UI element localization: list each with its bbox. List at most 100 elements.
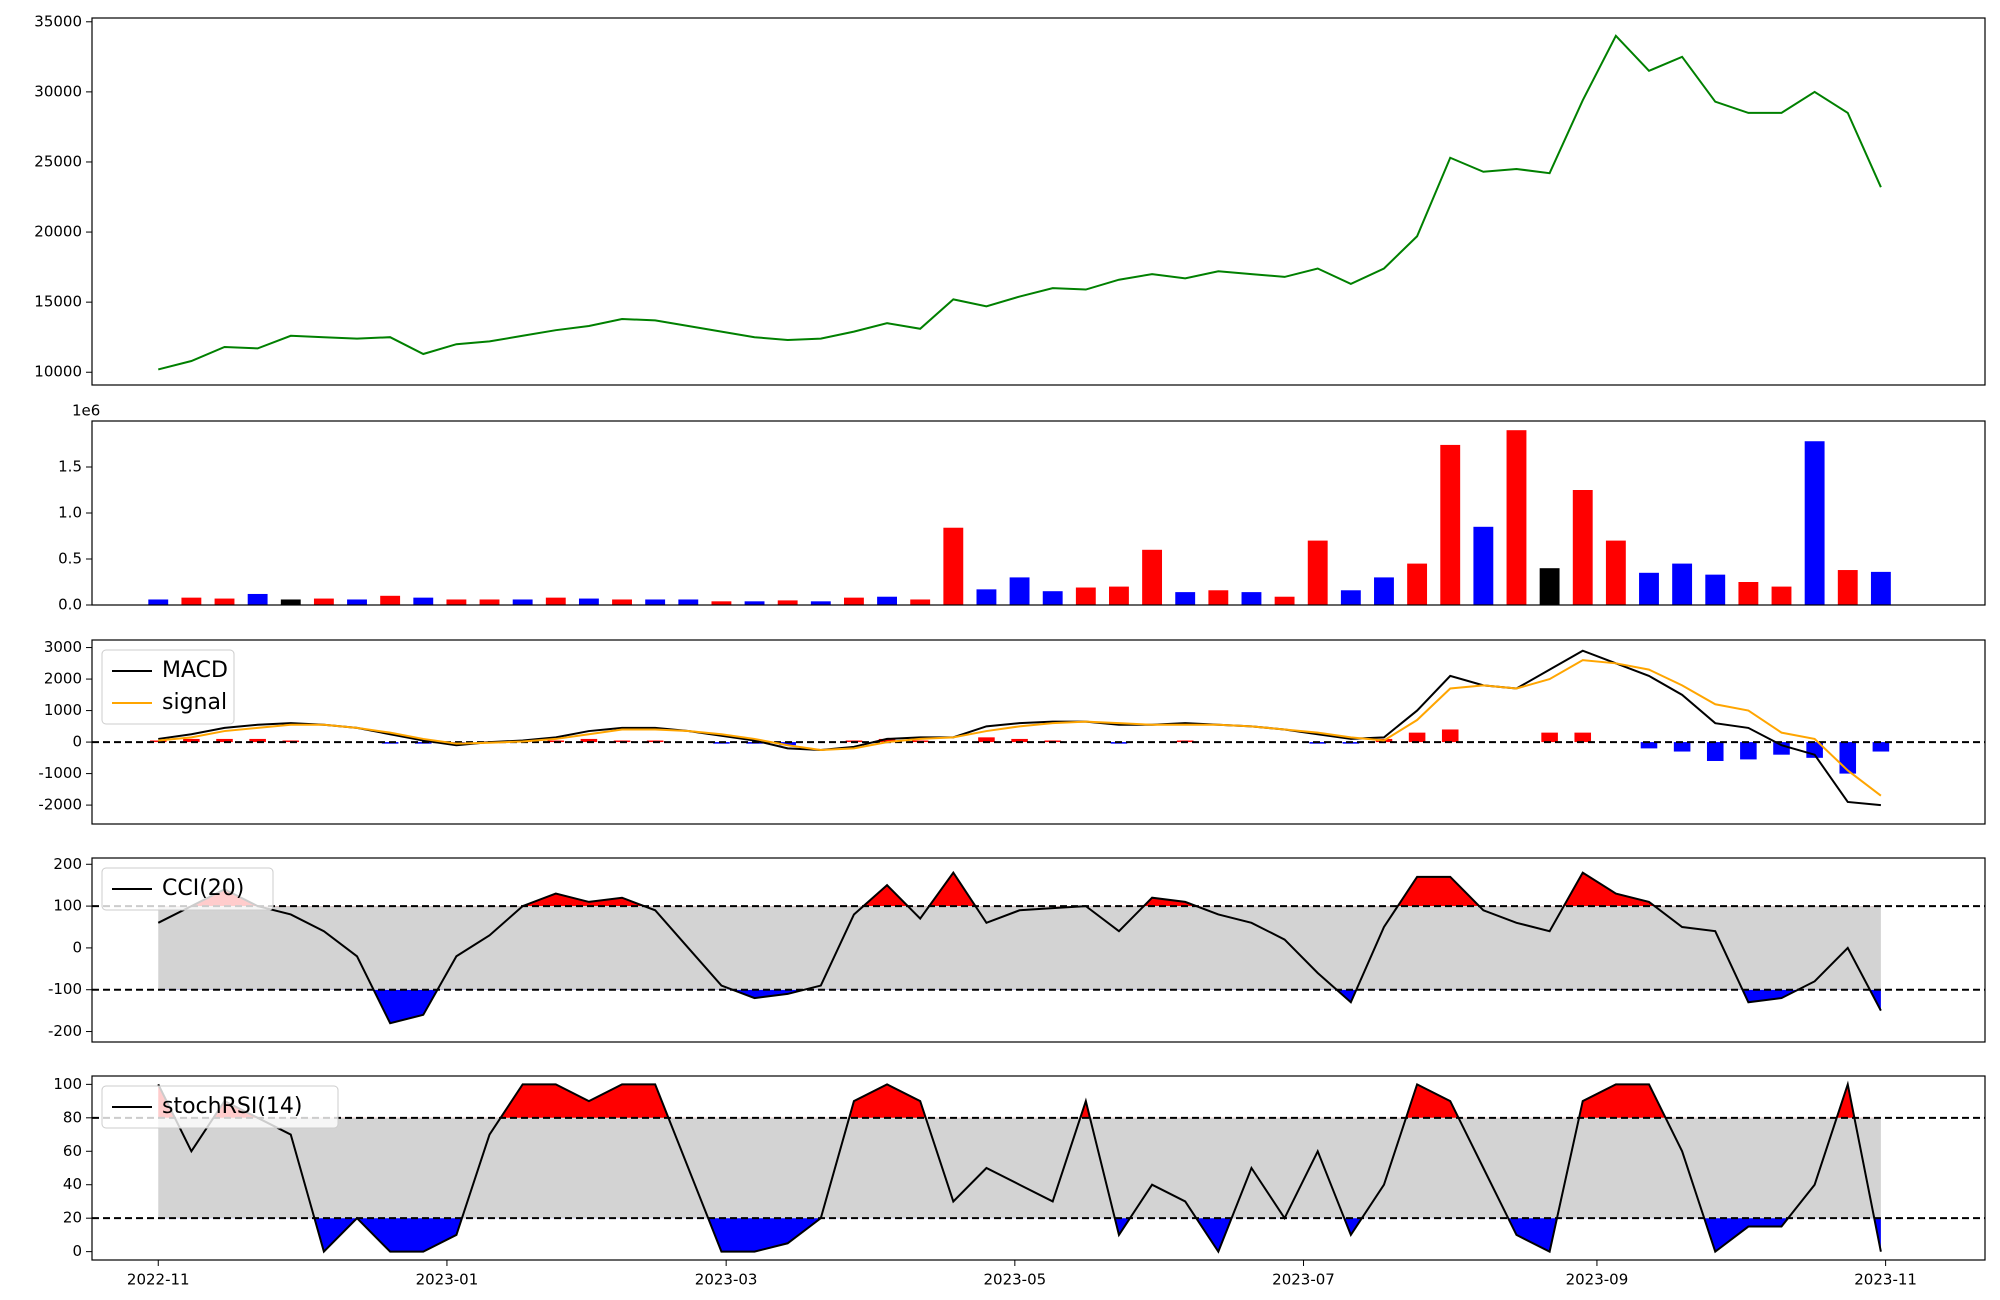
- bar: [247, 593, 268, 605]
- legend: CCI(20): [101, 867, 274, 911]
- histogram-bar: [1574, 732, 1592, 743]
- y-tick-label: 40: [63, 1175, 82, 1193]
- axes-frame: [91, 1075, 1986, 1261]
- bar: [1208, 590, 1229, 605]
- axes-frame: [91, 17, 1986, 386]
- neutral-band: [158, 1117, 1881, 1219]
- bar: [910, 599, 931, 605]
- legend-label: CCI(20): [162, 876, 244, 901]
- y-tick-label: -200: [48, 1022, 82, 1040]
- y-tick-label: 20000: [34, 223, 82, 241]
- bar: [1075, 587, 1096, 605]
- bar: [1605, 540, 1626, 605]
- histogram-bar: [1740, 742, 1757, 760]
- y-tick-label: 3000: [44, 638, 82, 656]
- histogram-bar: [183, 738, 200, 743]
- overbought-fill: [158, 1084, 1855, 1118]
- histogram-bar: [779, 742, 796, 746]
- histogram-bar: [580, 738, 598, 743]
- bar: [1572, 490, 1593, 605]
- histogram-bar: [1408, 732, 1426, 743]
- histogram-bar: [1441, 729, 1459, 743]
- bar: [877, 596, 897, 605]
- histogram-bar: [1011, 738, 1028, 743]
- y-tick-label: -1000: [38, 764, 82, 782]
- y-tick-label: 20: [63, 1209, 82, 1227]
- legend-label: MACD: [162, 658, 228, 683]
- bar: [413, 597, 434, 605]
- bar: [280, 599, 301, 605]
- y-tick-label: 1000: [44, 701, 82, 719]
- histogram-bar: [878, 738, 896, 743]
- bar: [1473, 526, 1494, 605]
- legend-label: stochRSI(14): [162, 1094, 303, 1119]
- x-tick-label: 2023-11: [1854, 1271, 1917, 1289]
- histogram-bar: [1673, 742, 1691, 752]
- bar: [1639, 572, 1659, 605]
- bar: [810, 601, 831, 605]
- y-tick-label: 0: [72, 938, 82, 956]
- bar: [1142, 549, 1163, 605]
- panel: 1e6 0.0 0.5 1.0 1.5: [58, 402, 1986, 614]
- bar: [1340, 590, 1361, 605]
- y-tick-label: 10000: [34, 363, 82, 381]
- y-tick-label: 0: [72, 733, 82, 751]
- bar: [843, 597, 864, 605]
- overbought-fill: [158, 872, 1881, 907]
- offset-label: 1e6: [72, 402, 100, 420]
- bar: [1009, 577, 1030, 605]
- y-tick-label: 1.5: [58, 458, 82, 476]
- bar: [1705, 574, 1726, 605]
- y-tick-label: 0.5: [58, 550, 82, 568]
- panel: -200 -100 0 100 200 CCI(20): [48, 855, 1986, 1043]
- y-tick-label: 60: [63, 1142, 82, 1160]
- panel: 10000 15000 20000 25000 30000 35000: [34, 12, 1986, 386]
- axes-frame: [91, 857, 1986, 1043]
- y-tick-label: 80: [63, 1108, 82, 1126]
- bar: [313, 598, 334, 605]
- histogram-bar: [1839, 742, 1857, 774]
- y-tick-label: 0: [72, 1242, 82, 1260]
- bar: [1539, 568, 1560, 605]
- bar: [744, 601, 765, 605]
- bar: [1407, 563, 1428, 605]
- histogram-bar: [1872, 742, 1890, 752]
- panel: -2000 -1000 0 1000 2000 3000 MACD signal: [38, 638, 1986, 825]
- bar: [1440, 444, 1461, 605]
- bar: [1374, 577, 1394, 605]
- legend-box: [101, 649, 235, 725]
- bar: [943, 527, 964, 605]
- y-tick-label: 30000: [34, 82, 82, 100]
- bar: [380, 595, 401, 605]
- bar: [678, 599, 699, 605]
- bar: [645, 599, 666, 605]
- legend-box: [101, 1085, 339, 1129]
- series-line: [158, 649, 1881, 807]
- bar: [1042, 591, 1063, 605]
- oversold-fill: [158, 1218, 1881, 1252]
- series-line: [158, 34, 1882, 371]
- bar: [214, 598, 235, 605]
- bar: [1837, 570, 1858, 605]
- bar: [1771, 586, 1792, 605]
- histogram-bar: [216, 738, 233, 743]
- bar: [711, 601, 732, 605]
- y-tick-label: 100: [53, 1075, 82, 1093]
- bar: [545, 597, 566, 605]
- bar: [1672, 563, 1693, 605]
- neutral-band: [158, 906, 1881, 990]
- x-tick-label: 2023-05: [983, 1271, 1046, 1289]
- x-tick-label: 2023-09: [1566, 1271, 1629, 1289]
- y-tick-label: 2000: [44, 670, 82, 688]
- panel: 0 20 40 60 80 100 2022-11 2023-01 2023-03 2023-05…: [53, 1075, 1986, 1289]
- bar: [347, 599, 367, 605]
- y-tick-label: 0.0: [58, 596, 82, 614]
- x-tick-label: 2022-11: [127, 1271, 190, 1289]
- bar: [1506, 430, 1527, 605]
- x-tick-label: 2023-07: [1272, 1271, 1335, 1289]
- bar: [148, 599, 169, 605]
- bar: [1109, 586, 1129, 605]
- y-tick-label: 100: [53, 897, 82, 915]
- legend-label: signal: [162, 690, 227, 715]
- legend: MACD signal: [101, 649, 235, 725]
